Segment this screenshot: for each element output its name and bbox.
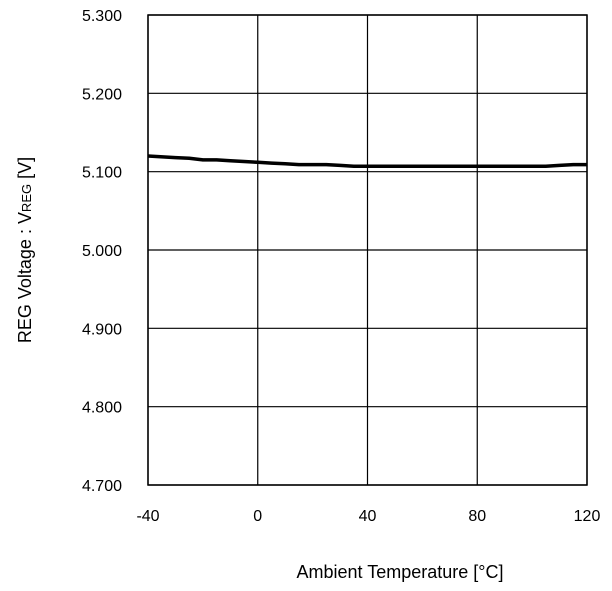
y-tick-label: 4.700 bbox=[82, 478, 122, 495]
y-axis-label: REG Voltage : VREG [V] bbox=[15, 157, 35, 343]
y-axis-label-subscript: REG bbox=[19, 184, 34, 212]
x-tick-label: 120 bbox=[574, 508, 601, 525]
x-tick-labels: -40 0 40 80 120 bbox=[136, 508, 600, 525]
y-tick-labels: 4.700 4.800 4.900 5.000 5.100 5.200 5.300 bbox=[82, 8, 122, 495]
y-axis-label-unit: [V] bbox=[15, 157, 35, 184]
x-tick-label: -40 bbox=[136, 508, 159, 525]
y-tick-label: 4.900 bbox=[82, 321, 122, 338]
y-tick-label: 5.300 bbox=[82, 8, 122, 25]
x-tick-label: 80 bbox=[468, 508, 486, 525]
y-tick-label: 5.000 bbox=[82, 243, 122, 260]
y-tick-label: 5.100 bbox=[82, 165, 122, 182]
x-tick-label: 0 bbox=[253, 508, 262, 525]
y-tick-label: 4.800 bbox=[82, 400, 122, 417]
grid-lines bbox=[147, 14, 588, 486]
y-tick-label: 5.200 bbox=[82, 86, 122, 103]
y-axis-label-main: REG Voltage : V bbox=[15, 212, 35, 343]
x-tick-label: 40 bbox=[359, 508, 377, 525]
x-axis-label: Ambient Temperature [°C] bbox=[297, 562, 504, 582]
plot-frame bbox=[147, 14, 588, 486]
series-line bbox=[147, 154, 587, 168]
